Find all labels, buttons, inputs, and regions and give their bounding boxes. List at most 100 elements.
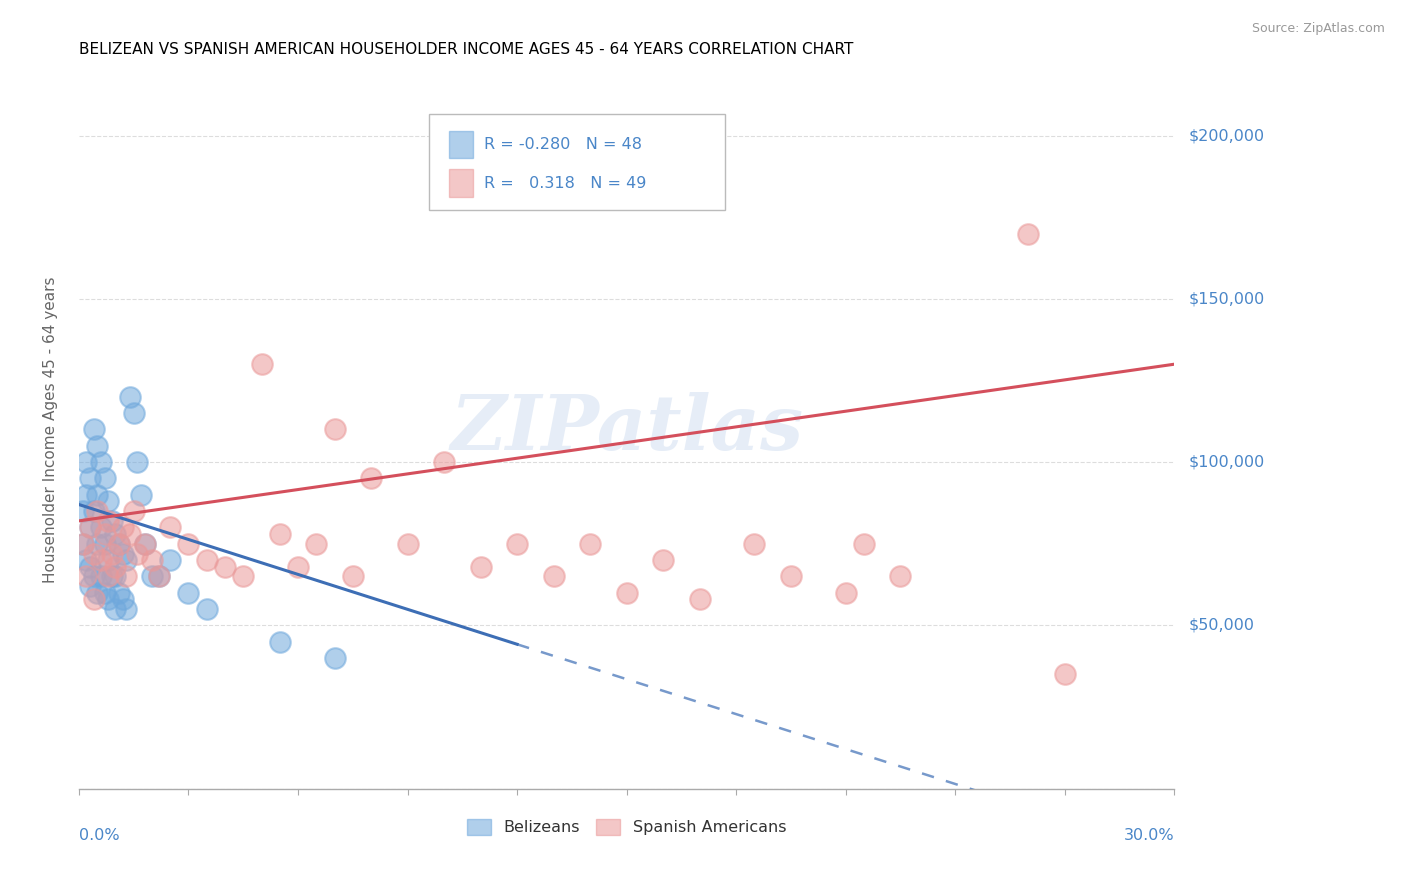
Point [93, 527, 115, 541]
Point [90, 553, 112, 567]
Point [889, 569, 911, 583]
Point [744, 537, 766, 551]
Point [148, 569, 170, 583]
Text: ZIPatlas: ZIPatlas [450, 392, 803, 467]
Legend: Belizeans, Spanish Americans: Belizeans, Spanish Americans [461, 813, 793, 841]
Point [79, 520, 101, 534]
Text: Source: ZipAtlas.com: Source: ZipAtlas.com [1251, 22, 1385, 36]
Point [177, 537, 200, 551]
Point [86, 537, 108, 551]
Point [83, 422, 105, 436]
Point [120, 527, 142, 541]
Point [83, 569, 105, 583]
Point [1053, 667, 1076, 681]
Y-axis label: Householder Income Ages 45 - 64 years: Householder Income Ages 45 - 64 years [44, 277, 58, 582]
Text: BELIZEAN VS SPANISH AMERICAN HOUSEHOLDER INCOME AGES 45 - 64 YEARS CORRELATION C: BELIZEAN VS SPANISH AMERICAN HOUSEHOLDER… [79, 42, 853, 57]
Point [72, 537, 94, 551]
Point [104, 559, 127, 574]
Point [97, 553, 120, 567]
Point [360, 471, 382, 485]
Text: R = -0.280   N = 48: R = -0.280 N = 48 [484, 136, 643, 152]
Point [835, 585, 858, 599]
Point [177, 585, 200, 599]
Point [86, 439, 108, 453]
Point [75, 569, 97, 583]
Point [79, 520, 101, 534]
Point [83, 547, 105, 561]
Text: 0.0%: 0.0% [79, 828, 120, 843]
Point [93, 471, 115, 485]
Point [122, 504, 145, 518]
Point [111, 547, 134, 561]
Point [305, 537, 328, 551]
Point [97, 569, 120, 583]
Point [75, 455, 97, 469]
Point [323, 422, 346, 436]
Point [616, 585, 638, 599]
Point [232, 569, 254, 583]
Point [195, 553, 218, 567]
Point [101, 547, 124, 561]
Point [396, 537, 419, 551]
Point [104, 602, 127, 616]
Text: $150,000: $150,000 [1188, 292, 1264, 307]
Point [250, 357, 273, 371]
Point [101, 569, 124, 583]
Point [134, 537, 156, 551]
FancyBboxPatch shape [449, 130, 474, 158]
Text: R =   0.318   N = 49: R = 0.318 N = 49 [484, 176, 647, 191]
Point [90, 520, 112, 534]
Point [79, 559, 101, 574]
Point [111, 592, 134, 607]
Point [75, 488, 97, 502]
Point [127, 455, 149, 469]
Point [506, 537, 529, 551]
Point [108, 537, 131, 551]
Point [1017, 227, 1039, 241]
Point [214, 559, 236, 574]
Point [122, 406, 145, 420]
Point [93, 537, 115, 551]
Point [79, 471, 101, 485]
Point [72, 504, 94, 518]
Point [86, 504, 108, 518]
Point [342, 569, 364, 583]
Point [269, 634, 291, 648]
Point [97, 494, 120, 508]
Point [90, 455, 112, 469]
Point [93, 585, 115, 599]
Point [115, 553, 138, 567]
Point [101, 514, 124, 528]
Point [83, 592, 105, 607]
Point [652, 553, 675, 567]
Text: $50,000: $50,000 [1188, 618, 1254, 632]
Point [90, 569, 112, 583]
Point [129, 488, 152, 502]
Point [689, 592, 711, 607]
Point [108, 585, 131, 599]
Point [108, 537, 131, 551]
Point [470, 559, 492, 574]
Point [195, 602, 218, 616]
Point [104, 527, 127, 541]
Point [75, 553, 97, 567]
Point [86, 585, 108, 599]
Point [159, 553, 181, 567]
Point [104, 569, 127, 583]
Text: $200,000: $200,000 [1188, 128, 1264, 144]
Point [141, 569, 163, 583]
Point [83, 504, 105, 518]
Point [159, 520, 181, 534]
Point [127, 547, 149, 561]
Point [86, 488, 108, 502]
Point [287, 559, 309, 574]
Point [115, 602, 138, 616]
Point [134, 537, 156, 551]
Point [97, 592, 120, 607]
Point [111, 520, 134, 534]
Point [852, 537, 875, 551]
Point [269, 527, 291, 541]
Point [148, 569, 170, 583]
Point [579, 537, 602, 551]
Point [433, 455, 456, 469]
